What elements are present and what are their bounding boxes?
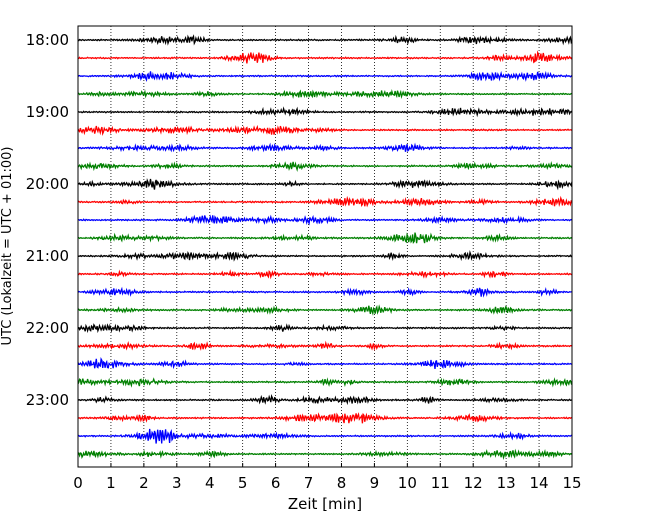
x-axis-label: Zeit [min] — [288, 495, 362, 513]
x-tick-label: 9 — [370, 474, 380, 492]
x-tick-label: 13 — [497, 474, 516, 492]
y-tick-label: 21:00 — [26, 247, 69, 265]
seismogram-trace — [77, 161, 573, 172]
seismogram-trace — [77, 304, 573, 316]
seismogram-trace — [77, 142, 573, 153]
seismogram-trace — [77, 340, 573, 352]
seismogram-trace — [77, 448, 573, 460]
seismogram-trace — [77, 394, 573, 406]
seismogram-trace — [77, 377, 573, 388]
seismogram-trace — [77, 89, 573, 99]
seismogram-trace — [77, 195, 573, 208]
y-tick-label: 19:00 — [26, 103, 69, 121]
seismogram-trace — [77, 269, 573, 280]
x-tick-label: 7 — [304, 474, 314, 492]
x-tick-label: 10 — [398, 474, 417, 492]
x-tick-label: 11 — [431, 474, 450, 492]
x-tick-label: 6 — [271, 474, 281, 492]
seismogram-trace — [77, 323, 572, 334]
x-axis-ticks: 0 1 2 3 4 5 6 7 8 9 10 11 12 13 14 15 — [73, 463, 582, 492]
seismogram-trace — [77, 70, 573, 82]
x-tick-label: 14 — [530, 474, 549, 492]
x-tick-label: 5 — [238, 474, 248, 492]
seismogram-trace — [77, 106, 573, 118]
seismogram-trace — [77, 428, 573, 444]
seismogram-trace — [77, 232, 573, 245]
y-tick-label: 18:00 — [26, 31, 69, 49]
x-tick-label: 4 — [205, 474, 215, 492]
x-tick-label: 2 — [139, 474, 149, 492]
seismogram-trace — [77, 412, 573, 424]
x-tick-label: 0 — [73, 474, 83, 492]
seismogram-trace — [77, 177, 573, 191]
y-axis-ticks: 18:00 19:00 20:00 21:00 22:00 23:00 — [26, 31, 82, 409]
x-tick-label: 8 — [337, 474, 347, 492]
seismogram-trace — [77, 250, 573, 262]
trace-layer — [77, 34, 573, 460]
seismogram-trace — [77, 34, 573, 46]
plot-frame — [77, 25, 573, 468]
seismogram-trace — [77, 286, 573, 298]
seismogram-trace — [77, 50, 573, 64]
y-tick-label: 23:00 — [26, 391, 69, 409]
x-tick-label: 3 — [172, 474, 182, 492]
y-tick-label: 22:00 — [26, 319, 69, 337]
x-tick-label: 15 — [562, 474, 581, 492]
y-tick-label: 20:00 — [26, 175, 69, 193]
x-tick-label: 1 — [106, 474, 116, 492]
seismogram-trace — [77, 356, 572, 370]
seismogram-trace — [77, 214, 573, 226]
seismogram-trace — [77, 124, 573, 137]
x-tick-label: 12 — [464, 474, 483, 492]
y-axis-label: UTC (Lokalzeit = UTC + 01:00) — [0, 147, 15, 346]
